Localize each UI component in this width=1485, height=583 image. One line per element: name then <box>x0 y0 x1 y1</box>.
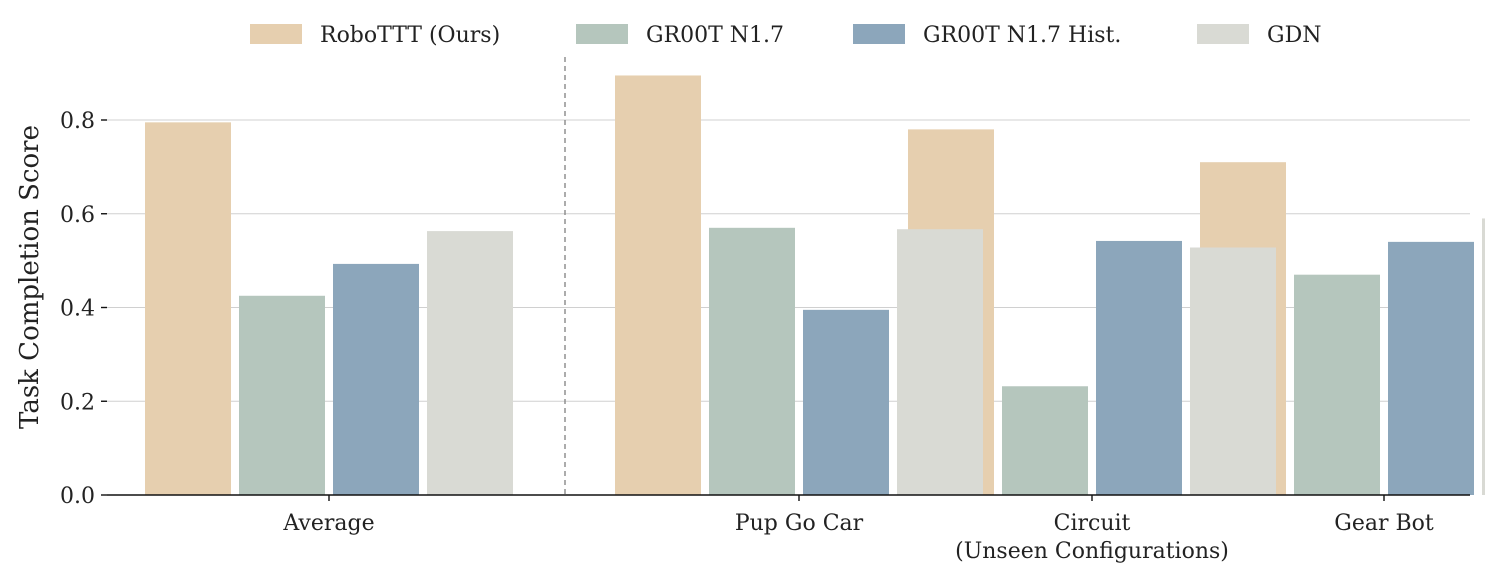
legend-label: RoboTTT (Ours) <box>320 23 500 48</box>
y-tick-label: 0.4 <box>60 297 95 322</box>
x-tick-label: Average <box>282 511 374 536</box>
x-tick-label: Gear Bot <box>1334 511 1434 536</box>
bar <box>1482 218 1485 495</box>
legend-swatch <box>576 24 628 44</box>
bar <box>803 309 889 495</box>
y-tick-label: 0.8 <box>60 109 95 134</box>
legend-label: GR00T N1.7 <box>646 23 784 48</box>
y-tick-label: 0.6 <box>60 203 95 228</box>
legend-label: GDN <box>1267 23 1321 48</box>
legend-swatch <box>1197 24 1249 44</box>
bar <box>1294 274 1380 495</box>
legend-swatch <box>250 24 302 44</box>
x-tick-label-line2: (Unseen Configurations) <box>955 539 1229 564</box>
bar <box>333 263 419 495</box>
bar <box>1388 241 1474 495</box>
y-axis-label: Task Completion Score <box>15 125 45 429</box>
bar <box>615 75 701 495</box>
bar <box>1190 247 1276 495</box>
bar <box>239 295 325 495</box>
y-tick-label: 0.2 <box>60 390 95 415</box>
bar <box>709 227 795 495</box>
bar <box>427 231 513 495</box>
y-tick-label: 0.0 <box>60 484 95 509</box>
bar <box>897 229 983 495</box>
x-tick-label: Circuit <box>1054 511 1131 536</box>
legend-swatch <box>853 24 905 44</box>
bar <box>145 122 231 495</box>
bar <box>1002 386 1088 495</box>
legend-label: GR00T N1.7 Hist. <box>923 23 1121 48</box>
bar <box>1096 240 1182 495</box>
x-tick-label: Pup Go Car <box>735 511 864 536</box>
